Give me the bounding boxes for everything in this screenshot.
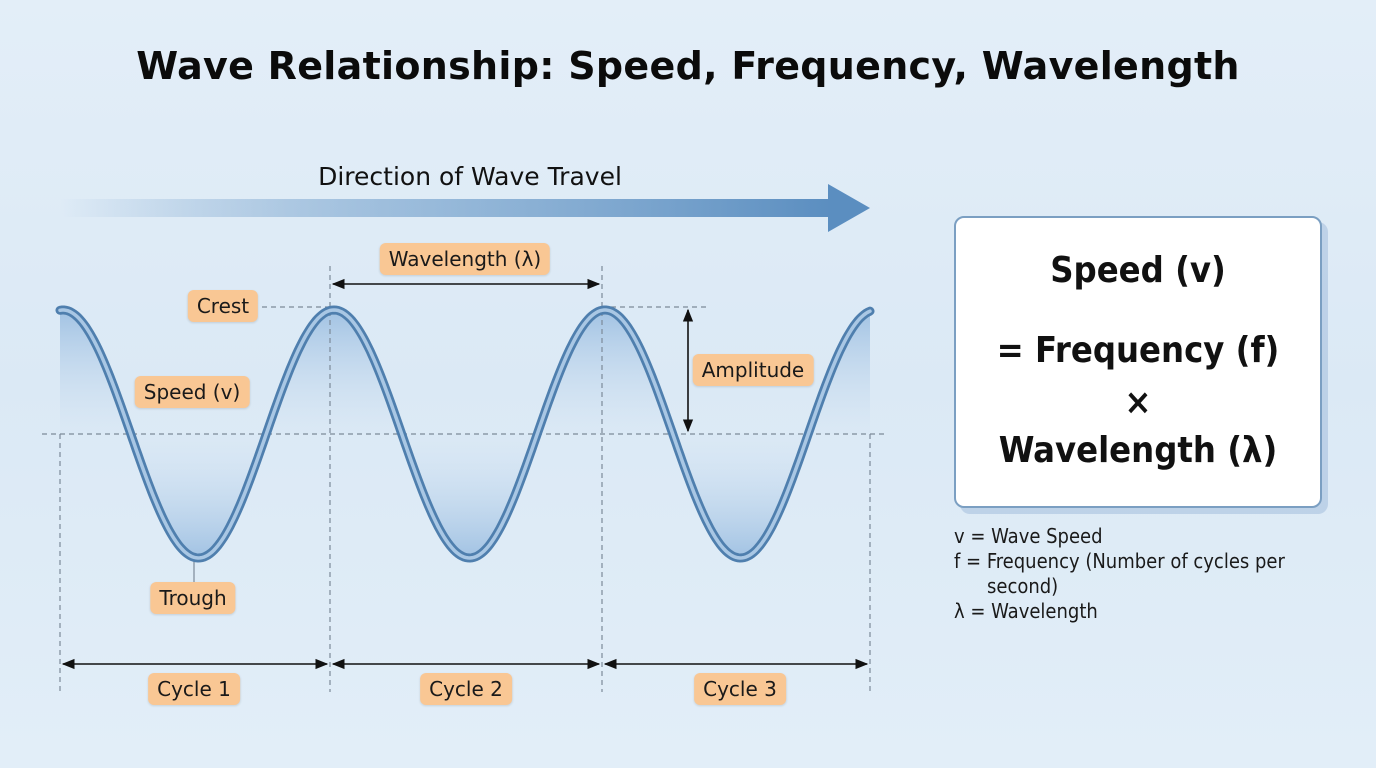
amplitude-label: Amplitude <box>692 354 814 386</box>
legend-lambda: λ = Wavelength <box>954 599 1098 623</box>
formula-line-wavelength: Wavelength (λ) <box>998 430 1278 471</box>
speed-label: Speed (v) <box>134 376 250 408</box>
legend-f: f = Frequency (Number of cycles per <box>954 549 1285 573</box>
formula-line-frequency: = Frequency (f) <box>996 330 1280 371</box>
legend-f-cont: second) <box>987 574 1059 598</box>
cycle-guides <box>59 266 871 692</box>
direction-label: Direction of Wave Travel <box>318 162 622 191</box>
crest-label: Crest <box>187 290 259 322</box>
direction-arrow <box>60 184 870 232</box>
wave-line-inner <box>58 308 872 560</box>
cycle2-label: Cycle 2 <box>420 673 512 705</box>
cycle3-label: Cycle 3 <box>694 673 786 705</box>
trough-fill <box>60 434 870 558</box>
variable-legend: v = Wave Speed f = Frequency (Number of … <box>954 524 1334 624</box>
cycle1-label: Cycle 1 <box>148 673 240 705</box>
formula-line-times: × <box>1124 382 1152 423</box>
page-title: Wave Relationship: Speed, Frequency, Wav… <box>136 44 1240 88</box>
wavelength-label: Wavelength (λ) <box>379 243 551 275</box>
trough-label: Trough <box>150 582 236 614</box>
formula-box: Speed (v) = Frequency (f) × Wavelength (… <box>954 216 1322 508</box>
formula-line-speed: Speed (v) <box>1050 250 1226 291</box>
legend-v: v = Wave Speed <box>954 524 1103 548</box>
